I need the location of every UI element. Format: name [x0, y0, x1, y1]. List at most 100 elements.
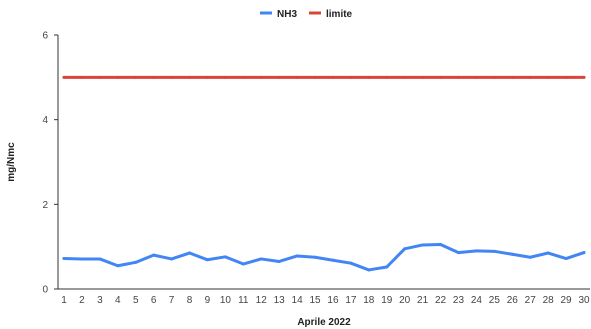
series-line-nh3	[62, 243, 586, 272]
data-point-nh3	[223, 255, 227, 259]
data-point-nh3	[80, 257, 84, 261]
x-tick-label: 2	[79, 295, 85, 306]
data-point-nh3	[582, 251, 586, 255]
data-point-limite	[403, 75, 407, 79]
data-point-limite	[331, 75, 335, 79]
x-tick-label: 16	[327, 295, 339, 306]
data-point-limite	[277, 75, 281, 79]
x-tick-label: 17	[345, 295, 357, 306]
x-tick-label: 14	[292, 295, 304, 306]
data-point-nh3	[528, 255, 532, 259]
data-point-nh3	[439, 243, 443, 247]
data-point-nh3	[152, 253, 156, 257]
data-point-limite	[564, 75, 568, 79]
x-tick-label: 20	[399, 295, 411, 306]
data-point-limite	[313, 75, 317, 79]
x-ticks: 1 2 3 4 5 6 7 8 9 10 11 12 13 14 15 16 17 18 19 20 21 22 23 24 2…	[61, 295, 590, 306]
data-point-nh3	[62, 257, 66, 261]
data-point-limite	[223, 75, 227, 79]
data-point-nh3	[188, 251, 192, 255]
data-point-limite	[205, 75, 209, 79]
x-tick-label: 6	[151, 295, 157, 306]
x-tick-label: 5	[133, 295, 139, 306]
y-tick-label: 2	[42, 200, 48, 211]
data-point-limite	[367, 75, 371, 79]
data-point-nh3	[510, 252, 514, 256]
data-point-nh3	[98, 257, 102, 261]
x-tick-label: 23	[453, 295, 465, 306]
data-point-limite	[241, 75, 245, 79]
legend-label-nh3: NH3	[277, 9, 297, 20]
data-point-nh3	[134, 260, 138, 264]
y-tick-label: 4	[42, 115, 48, 126]
data-point-nh3	[295, 254, 299, 258]
data-point-nh3	[313, 255, 317, 259]
data-point-limite	[116, 75, 120, 79]
x-tick-label: 19	[381, 295, 393, 306]
x-tick-label: 12	[256, 295, 268, 306]
x-tick-label: 21	[417, 295, 429, 306]
x-tick-label: 11	[238, 295, 249, 306]
x-tick-label: 27	[525, 295, 537, 306]
data-point-limite	[421, 75, 425, 79]
data-point-limite	[80, 75, 84, 79]
y-axis-label: mg/Nmc	[6, 142, 17, 182]
y-ticks: 0 2 4 6	[42, 31, 58, 296]
data-point-nh3	[331, 258, 335, 262]
legend-label-limite: limite	[326, 9, 353, 20]
x-tick-label: 9	[205, 295, 211, 306]
data-point-nh3	[259, 257, 263, 261]
data-point-limite	[546, 75, 550, 79]
data-point-nh3	[241, 262, 245, 266]
data-point-nh3	[116, 264, 120, 268]
data-point-nh3	[492, 249, 496, 253]
data-point-limite	[456, 75, 460, 79]
x-axis-label: Aprile 2022	[297, 317, 351, 328]
data-point-limite	[98, 75, 102, 79]
data-point-nh3	[367, 268, 371, 272]
data-point-nh3	[205, 258, 209, 262]
x-tick-label: 7	[169, 295, 175, 306]
data-point-nh3	[421, 243, 425, 247]
data-point-limite	[62, 75, 66, 79]
x-tick-label: 4	[115, 295, 121, 306]
data-point-limite	[134, 75, 138, 79]
x-tick-label: 26	[507, 295, 519, 306]
data-point-nh3	[546, 251, 550, 255]
data-point-limite	[492, 75, 496, 79]
x-tick-label: 25	[489, 295, 501, 306]
x-tick-label: 10	[220, 295, 232, 306]
data-point-nh3	[474, 249, 478, 253]
x-tick-label: 13	[274, 295, 286, 306]
legend: NH3 limite	[260, 9, 353, 20]
data-point-limite	[528, 75, 532, 79]
data-point-nh3	[349, 261, 353, 265]
x-tick-label: 1	[61, 295, 67, 306]
data-point-nh3	[403, 247, 407, 251]
x-tick-label: 29	[561, 295, 573, 306]
x-tick-label: 30	[578, 295, 590, 306]
x-tick-label: 3	[97, 295, 103, 306]
x-tick-label: 8	[187, 295, 193, 306]
data-point-nh3	[170, 257, 174, 261]
x-tick-label: 22	[435, 295, 447, 306]
data-point-nh3	[564, 257, 568, 261]
y-tick-label: 0	[42, 285, 48, 296]
data-point-limite	[439, 75, 443, 79]
data-point-limite	[188, 75, 192, 79]
legend-item-nh3[interactable]: NH3	[260, 9, 297, 20]
data-point-limite	[385, 75, 389, 79]
data-point-nh3	[456, 251, 460, 255]
series	[62, 75, 586, 272]
legend-item-limite[interactable]: limite	[309, 9, 353, 20]
data-point-limite	[259, 75, 263, 79]
data-point-limite	[510, 75, 514, 79]
y-tick-label: 6	[42, 31, 48, 42]
data-point-limite	[152, 75, 156, 79]
data-point-limite	[295, 75, 299, 79]
x-tick-label: 15	[309, 295, 321, 306]
data-point-limite	[349, 75, 353, 79]
x-tick-label: 18	[363, 295, 375, 306]
data-point-limite	[582, 75, 586, 79]
data-point-limite	[170, 75, 174, 79]
